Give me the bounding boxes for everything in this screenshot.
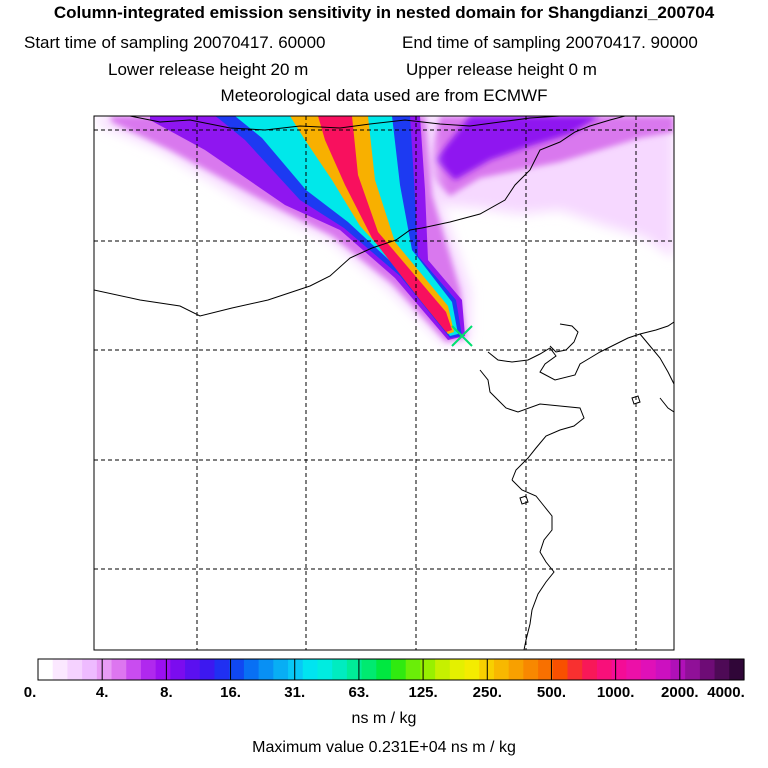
colorbar-swatch bbox=[229, 659, 245, 680]
coast-shandong bbox=[479, 369, 585, 481]
colorbar-outline bbox=[37, 658, 745, 681]
colorbar-swatch bbox=[655, 659, 672, 680]
start-time-label: Start time of sampling 20070417. 60000 bbox=[24, 33, 326, 52]
colorbar-swatch bbox=[214, 659, 230, 680]
colorbar-swatch bbox=[670, 659, 686, 680]
plume-main bbox=[96, 116, 470, 345]
colorbar-swatch bbox=[508, 659, 524, 680]
colorbar-swatch bbox=[126, 659, 142, 680]
colorbar bbox=[37, 658, 745, 681]
coastlines bbox=[94, 116, 674, 650]
colorbar-swatch bbox=[82, 659, 98, 680]
colorbar-label: 31. bbox=[284, 684, 306, 701]
colorbar-swatch bbox=[596, 659, 613, 680]
colorbar-label: 4. bbox=[95, 684, 109, 701]
colorbar-swatch bbox=[626, 659, 642, 680]
colorbar-swatch bbox=[199, 659, 216, 680]
island-2 bbox=[519, 495, 529, 505]
colorbar-swatch bbox=[685, 659, 701, 680]
sensitivity-field bbox=[96, 116, 674, 345]
border-mongolia bbox=[94, 227, 423, 317]
colorbar-label: 1000. bbox=[596, 684, 635, 701]
colorbar-swatch bbox=[641, 659, 657, 680]
colorbar-swatch bbox=[38, 659, 54, 680]
lower-release-label: Lower release height 20 m bbox=[108, 60, 309, 79]
colorbar-swatch bbox=[699, 659, 716, 680]
colorbar-label: 125. bbox=[408, 684, 438, 701]
end-time-label: End time of sampling 20070417. 90000 bbox=[402, 33, 698, 52]
plot-title: Column-integrated emission sensitivity i… bbox=[53, 3, 715, 22]
colorbar-swatch bbox=[346, 659, 363, 680]
colorbar-swatch bbox=[52, 659, 69, 680]
colorbar-swatch bbox=[420, 659, 436, 680]
colorbar-swatch bbox=[449, 659, 466, 680]
colorbar-swatch bbox=[523, 659, 539, 680]
map-frame bbox=[93, 115, 675, 651]
colorbar-swatch bbox=[96, 659, 113, 680]
colorbar-swatch bbox=[258, 659, 274, 680]
colorbar-swatch bbox=[140, 659, 157, 680]
colorbar-swatch bbox=[155, 659, 171, 680]
colorbar-swatch bbox=[405, 659, 422, 680]
colorbar-swatch bbox=[67, 659, 83, 680]
colorbar-swatch bbox=[288, 659, 304, 680]
colorbar-swatch bbox=[435, 659, 451, 680]
coast-east bbox=[511, 479, 555, 650]
colorbar-swatch bbox=[391, 659, 407, 680]
colorbar-swatch bbox=[361, 659, 377, 680]
colorbar-swatch bbox=[567, 659, 583, 680]
border-north bbox=[129, 116, 561, 131]
max-value-label: Maximum value 0.231E+04 ns m / kg bbox=[252, 739, 516, 756]
colorbar-label: 4000. bbox=[707, 684, 745, 701]
colorbar-swatch bbox=[464, 659, 480, 680]
border-northeast bbox=[421, 116, 626, 229]
colorbar-swatch bbox=[273, 659, 289, 680]
colorbar-label: 8. bbox=[160, 684, 173, 701]
colorbar-label: 500. bbox=[536, 684, 567, 701]
coast-korea-south bbox=[659, 397, 674, 413]
units-label: ns m / kg bbox=[351, 710, 417, 727]
colorbar-swatch bbox=[493, 659, 510, 680]
colorbar-swatch bbox=[376, 659, 392, 680]
colorbar-swatch bbox=[317, 659, 333, 680]
colorbar-swatch bbox=[552, 659, 569, 680]
release-site-marker bbox=[451, 325, 473, 347]
island bbox=[631, 395, 641, 405]
colorbar-swatch bbox=[111, 659, 127, 680]
colorbar-swatch bbox=[538, 659, 554, 680]
colorbar-swatch bbox=[729, 659, 745, 680]
colorbar-swatch bbox=[714, 659, 730, 680]
colorbar-swatch bbox=[611, 659, 627, 680]
colorbar-label: 63. bbox=[348, 684, 370, 701]
coast-korea bbox=[639, 333, 674, 385]
colorbar-swatch bbox=[332, 659, 348, 680]
upper-release-label: Upper release height 0 m bbox=[406, 60, 597, 79]
colorbar-swatch bbox=[170, 659, 186, 680]
plume-diffuse-northeast bbox=[415, 116, 674, 258]
colorbar-swatch bbox=[243, 659, 260, 680]
colorbar-label: 250. bbox=[472, 684, 502, 701]
colorbar-label: 16. bbox=[220, 684, 241, 701]
coast-bohai bbox=[487, 321, 674, 381]
lat-lon-grid bbox=[94, 116, 674, 650]
colorbar-swatch bbox=[582, 659, 598, 680]
met-data-label: Meteorological data used are from ECMWF bbox=[220, 86, 548, 105]
colorbar-swatch bbox=[185, 659, 201, 680]
colorbar-label: 0. bbox=[23, 684, 37, 701]
colorbar-label: 2000. bbox=[661, 684, 699, 701]
coast-liaodong bbox=[549, 323, 579, 353]
colorbar-swatch bbox=[302, 659, 319, 680]
